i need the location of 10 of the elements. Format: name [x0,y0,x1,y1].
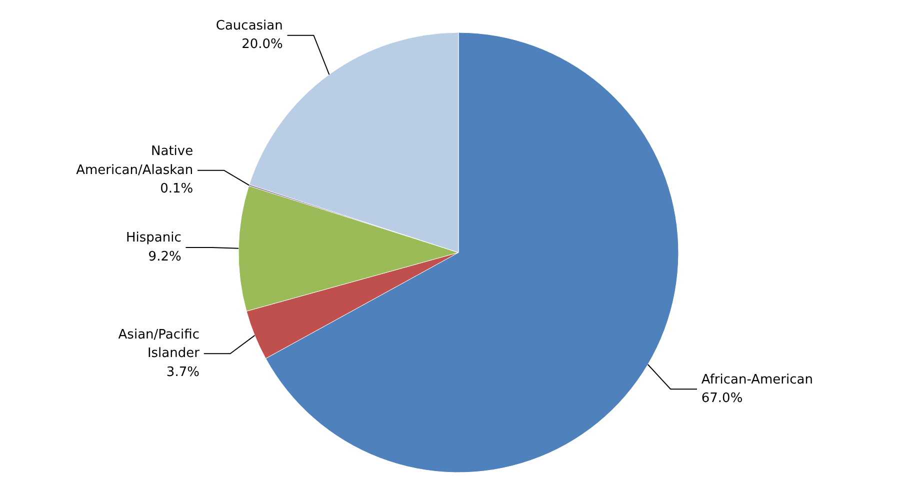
slice-label: Hispanic [126,230,182,246]
data-label: 9.2% [148,249,182,264]
data-label: 67.0% [701,391,743,406]
slice-label: Asian/Pacific Islander [118,327,200,362]
slice-label: Native American/Alaskan [76,144,194,178]
data-label: 20.0% [242,37,283,52]
data-label: 0.1% [160,182,194,197]
data-label: 3.7% [166,364,200,380]
slice-label: African-American [701,372,813,388]
slice-label: Caucasian [216,18,283,34]
